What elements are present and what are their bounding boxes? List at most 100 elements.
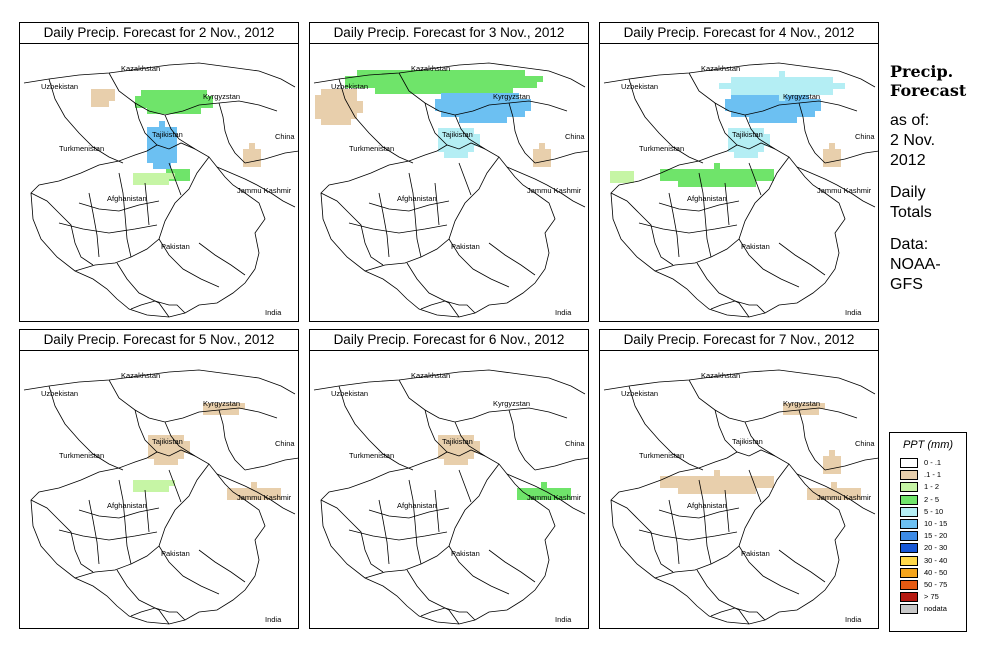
legend-swatch bbox=[900, 543, 918, 554]
country-borders bbox=[313, 62, 589, 318]
map-label-china: China bbox=[855, 439, 875, 448]
legend-item: 15 - 20 bbox=[890, 530, 966, 542]
legend-label: 0 - .1 bbox=[924, 458, 942, 467]
country-borders bbox=[603, 62, 879, 318]
legend-label: 50 - 75 bbox=[924, 579, 948, 589]
precip-area-kyrgyzstan-east bbox=[783, 403, 825, 415]
panel-title: Daily Precip. Forecast for 4 Nov., 2012 bbox=[599, 22, 879, 43]
legend-label: 5 - 10 bbox=[924, 506, 944, 516]
legend-title: PPT (mm) bbox=[902, 439, 954, 451]
legend-item: 30 - 40 bbox=[890, 555, 966, 567]
map-label-afghanistan: Afghanistan bbox=[687, 501, 727, 510]
legend-swatch bbox=[900, 592, 918, 603]
data-source-1: NOAA- bbox=[890, 256, 941, 273]
precip-area-kashmir bbox=[807, 482, 861, 500]
legend-item: .1 - 1 bbox=[890, 469, 966, 481]
asof-label: as of: bbox=[890, 112, 930, 129]
legend-item: 1 - 2 bbox=[890, 481, 966, 493]
legend-swatch bbox=[900, 567, 918, 578]
legend-swatch bbox=[900, 518, 918, 529]
map-label-pakistan: Pakistan bbox=[161, 242, 190, 251]
forecast-panel-nov-5: Daily Precip. Forecast for 5 Nov., 2012 … bbox=[19, 329, 299, 629]
precip-area-china-west bbox=[823, 450, 841, 474]
precip-area-uzbekistan-north bbox=[315, 89, 363, 125]
legend-swatch bbox=[900, 482, 918, 493]
precip-map: Kazakhstan Uzbekistan Kyrgyzstan Tajikistan… bbox=[19, 43, 299, 322]
legend-label: 40 - 50 bbox=[924, 567, 948, 577]
legend-label: .1 - 1 bbox=[924, 470, 942, 480]
country-borders bbox=[603, 369, 879, 625]
panel-title: Daily Precip. Forecast for 3 Nov., 2012 bbox=[309, 22, 589, 43]
legend-label: 1 - 2 bbox=[924, 482, 940, 492]
map-label-india: India bbox=[265, 615, 282, 624]
map-label-uzbekistan: Uzbekistan bbox=[41, 82, 78, 91]
map-label-kazakhstan: Kazakhstan bbox=[701, 64, 740, 73]
map-label-tajikistan: Tajikistan bbox=[732, 437, 763, 446]
map-label-jammu: Jammu Kashmir bbox=[527, 186, 582, 195]
country-borders bbox=[313, 369, 589, 625]
sidebar-title-line1: Precip. bbox=[890, 62, 954, 81]
precip-area-turkmen-east bbox=[610, 171, 634, 183]
precip-area-afghan-ne bbox=[133, 480, 175, 492]
map-label-uzbekistan: Uzbekistan bbox=[331, 82, 368, 91]
legend-swatch bbox=[900, 579, 918, 590]
map-label-india: India bbox=[265, 308, 282, 317]
precip-area-afghan-ne bbox=[133, 173, 175, 185]
map-label-china: China bbox=[275, 439, 295, 448]
forecast-panel-nov-3: Daily Precip. Forecast for 3 Nov., 2012 … bbox=[309, 22, 589, 322]
map-label-uzbekistan: Uzbekistan bbox=[621, 389, 658, 398]
map-svg: Kazakhstan Uzbekistan Kyrgyzstan Tajikistan… bbox=[599, 350, 879, 629]
precip-area-china-west bbox=[243, 143, 261, 167]
country-borders bbox=[23, 369, 299, 625]
map-label-kazakhstan: Kazakhstan bbox=[411, 371, 450, 380]
precip-area-china-west bbox=[823, 143, 841, 167]
legend-label: 20 - 30 bbox=[924, 543, 948, 553]
legend-item: 2 - 5 bbox=[890, 494, 966, 506]
precip-area-kazakh-south bbox=[91, 89, 115, 107]
map-label-pakistan: Pakistan bbox=[741, 549, 770, 558]
map-label-pakistan: Pakistan bbox=[161, 549, 190, 558]
legend-label: > 75 bbox=[924, 592, 939, 602]
legend-item: 5 - 10 bbox=[890, 506, 966, 518]
data-label: Data: bbox=[890, 236, 929, 253]
map-label-india: India bbox=[555, 308, 572, 317]
data-source-2: GFS bbox=[890, 276, 923, 293]
panel-title: Daily Precip. Forecast for 7 Nov., 2012 bbox=[599, 329, 879, 350]
daily-label: Daily bbox=[890, 184, 926, 201]
forecast-panel-nov-7: Daily Precip. Forecast for 7 Nov., 2012 … bbox=[599, 329, 879, 629]
map-label-pakistan: Pakistan bbox=[451, 549, 480, 558]
map-label-turkmenistan: Turkmenistan bbox=[639, 451, 684, 460]
precip-area-kashmir bbox=[227, 482, 281, 500]
legend-swatch bbox=[900, 494, 918, 505]
map-label-china: China bbox=[855, 132, 875, 141]
legend-item: nodata bbox=[890, 603, 966, 615]
precip-area-tajikistan bbox=[728, 128, 770, 158]
map-svg: Kazakhstan Uzbekistan Kyrgyzstan Tajikistan… bbox=[19, 350, 299, 629]
map-svg: Kazakhstan Uzbekistan Kyrgyzstan Tajikistan… bbox=[599, 43, 879, 322]
legend-item: > 75 bbox=[890, 591, 966, 603]
asof-date: 2 Nov. bbox=[890, 132, 936, 149]
precip-map: Kazakhstan Uzbekistan Kyrgyzstan Tajikistan… bbox=[599, 350, 879, 629]
map-label-tajikistan: Tajikistan bbox=[152, 130, 183, 139]
legend-swatch bbox=[900, 470, 918, 481]
map-label-kyrgyzstan: Kyrgyzstan bbox=[493, 92, 530, 101]
precip-area-afghan-north bbox=[660, 470, 774, 494]
legend-swatch bbox=[900, 555, 918, 566]
legend-label: nodata bbox=[924, 604, 947, 614]
map-label-kyrgyzstan: Kyrgyzstan bbox=[493, 399, 530, 408]
legend-swatch bbox=[900, 506, 918, 517]
legend-item: 20 - 30 bbox=[890, 542, 966, 554]
map-label-india: India bbox=[555, 615, 572, 624]
country-borders bbox=[23, 62, 299, 318]
legend-item: 0 - .1 bbox=[890, 457, 966, 469]
legend-swatch bbox=[900, 458, 918, 468]
map-label-turkmenistan: Turkmenistan bbox=[349, 451, 394, 460]
precip-area-tajikistan bbox=[438, 128, 480, 158]
map-svg: Kazakhstan Uzbekistan Kyrgyzstan Tajikistan… bbox=[309, 350, 589, 629]
legend-label: 15 - 20 bbox=[924, 531, 948, 541]
panel-title: Daily Precip. Forecast for 6 Nov., 2012 bbox=[309, 329, 589, 350]
map-label-afghanistan: Afghanistan bbox=[107, 194, 147, 203]
map-label-afghanistan: Afghanistan bbox=[397, 194, 437, 203]
precip-area-kyrgyzstan bbox=[725, 93, 821, 123]
map-label-kyrgyzstan: Kyrgyzstan bbox=[783, 399, 820, 408]
